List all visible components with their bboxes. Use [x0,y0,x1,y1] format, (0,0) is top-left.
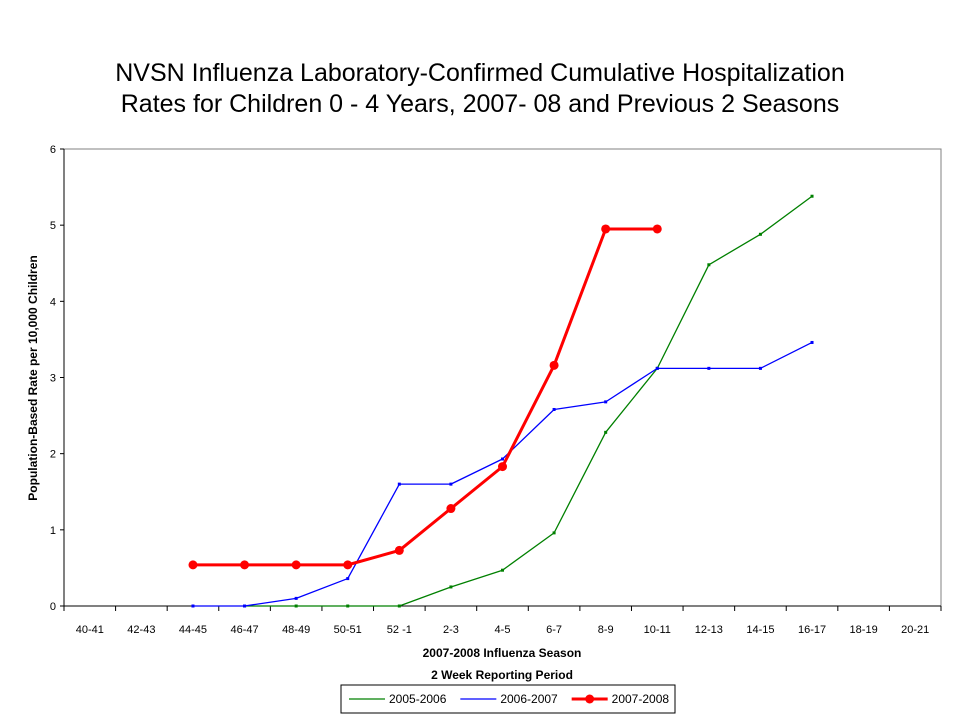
chart-title-line-1: NVSN Influenza Laboratory-Confirmed Cumu… [115,59,845,87]
x-tick-label: 44-45 [179,624,207,636]
x-tick-label: 46-47 [230,624,258,636]
data-point [604,430,608,434]
x-tick-label: 20-21 [901,624,929,636]
x-tick-label: 14-15 [746,624,774,636]
data-point [501,457,504,461]
legend-label: 2005-2006 [389,692,447,706]
x-tick-label: 48-49 [282,624,310,636]
data-point [758,366,762,370]
data-point [346,577,350,581]
data-point [243,604,247,608]
data-point [601,224,611,234]
series-2006-2007 [191,340,814,608]
y-tick-label: 6 [50,144,56,156]
y-tick-label: 3 [50,373,56,385]
x-tick-label: 10-11 [644,624,671,636]
series-layer [188,194,814,608]
x-tick-label: 12-13 [695,624,723,636]
data-point [810,194,814,198]
data-point [449,585,453,589]
data-point [291,560,301,570]
data-point [552,407,556,411]
y-tick-label: 0 [50,601,56,613]
y-axis-label: Population-Based Rate per 10,000 Childre… [26,255,40,500]
data-point [343,560,353,570]
chart-title: NVSN Influenza Laboratory-Confirmed Cumu… [0,58,960,120]
data-point [501,568,504,572]
data-point [552,531,556,535]
legend-label: 2006-2007 [500,692,558,706]
y-tick-label: 1 [50,525,56,537]
legend-box [340,684,676,714]
data-point [346,604,350,608]
data-point [188,560,198,570]
x-tick-label: 18-19 [850,624,878,636]
data-point [498,462,507,472]
x-axis-label-line-1: 2007-2008 Influenza Season [423,646,582,660]
data-point [294,596,298,600]
data-point [652,224,662,234]
x-tick-label: 50-51 [334,624,362,636]
chart-title-line-2: Rates for Children 0 - 4 Years, 2007- 08… [120,90,840,118]
y-tick-label: 4 [50,296,56,308]
y-tick-label: 2 [50,449,56,461]
plot-frame [63,148,942,607]
data-point [655,366,659,370]
series-line-2005-2006 [244,195,813,607]
data-point [758,232,762,236]
legend: 2005-2006 2006-2007 2007-2008 [340,684,676,714]
data-point [397,604,401,608]
x-tick-label: 2-3 [443,624,459,636]
data-point [707,263,711,267]
data-point [397,482,401,486]
data-point [191,604,195,608]
data-point [294,604,298,608]
x-tick-label: 42-43 [127,624,155,636]
legend-marker [585,694,595,704]
plot-area [63,148,942,607]
y-tick-label: 5 [50,220,56,232]
data-point [810,340,814,344]
data-point [604,400,608,404]
data-point [240,560,250,570]
x-tick-label: 8-9 [598,624,614,636]
x-tick-label: 40-41 [76,624,104,636]
x-axis-label-line-2: 2 Week Reporting Period [431,668,573,682]
data-point [449,482,453,486]
data-point [394,545,404,555]
series-2007-2008 [188,224,662,570]
legend-label: 2007-2008 [612,692,670,706]
data-point [549,360,559,370]
x-tick-label: 16-17 [798,624,826,636]
x-tick-label: 4-5 [495,624,511,636]
series-line-2007-2008 [192,227,658,567]
data-point [707,366,711,370]
x-axis: 40-41 42-43 44-45 46-47 48-49 50-51 52 -1 2-3 4-… [63,605,942,636]
x-tick-label: 52 -1 [387,624,412,636]
data-point [446,504,456,514]
x-tick-label: 6-7 [546,624,562,636]
y-axis: 0 1 2 3 4 5 6 [50,144,65,613]
